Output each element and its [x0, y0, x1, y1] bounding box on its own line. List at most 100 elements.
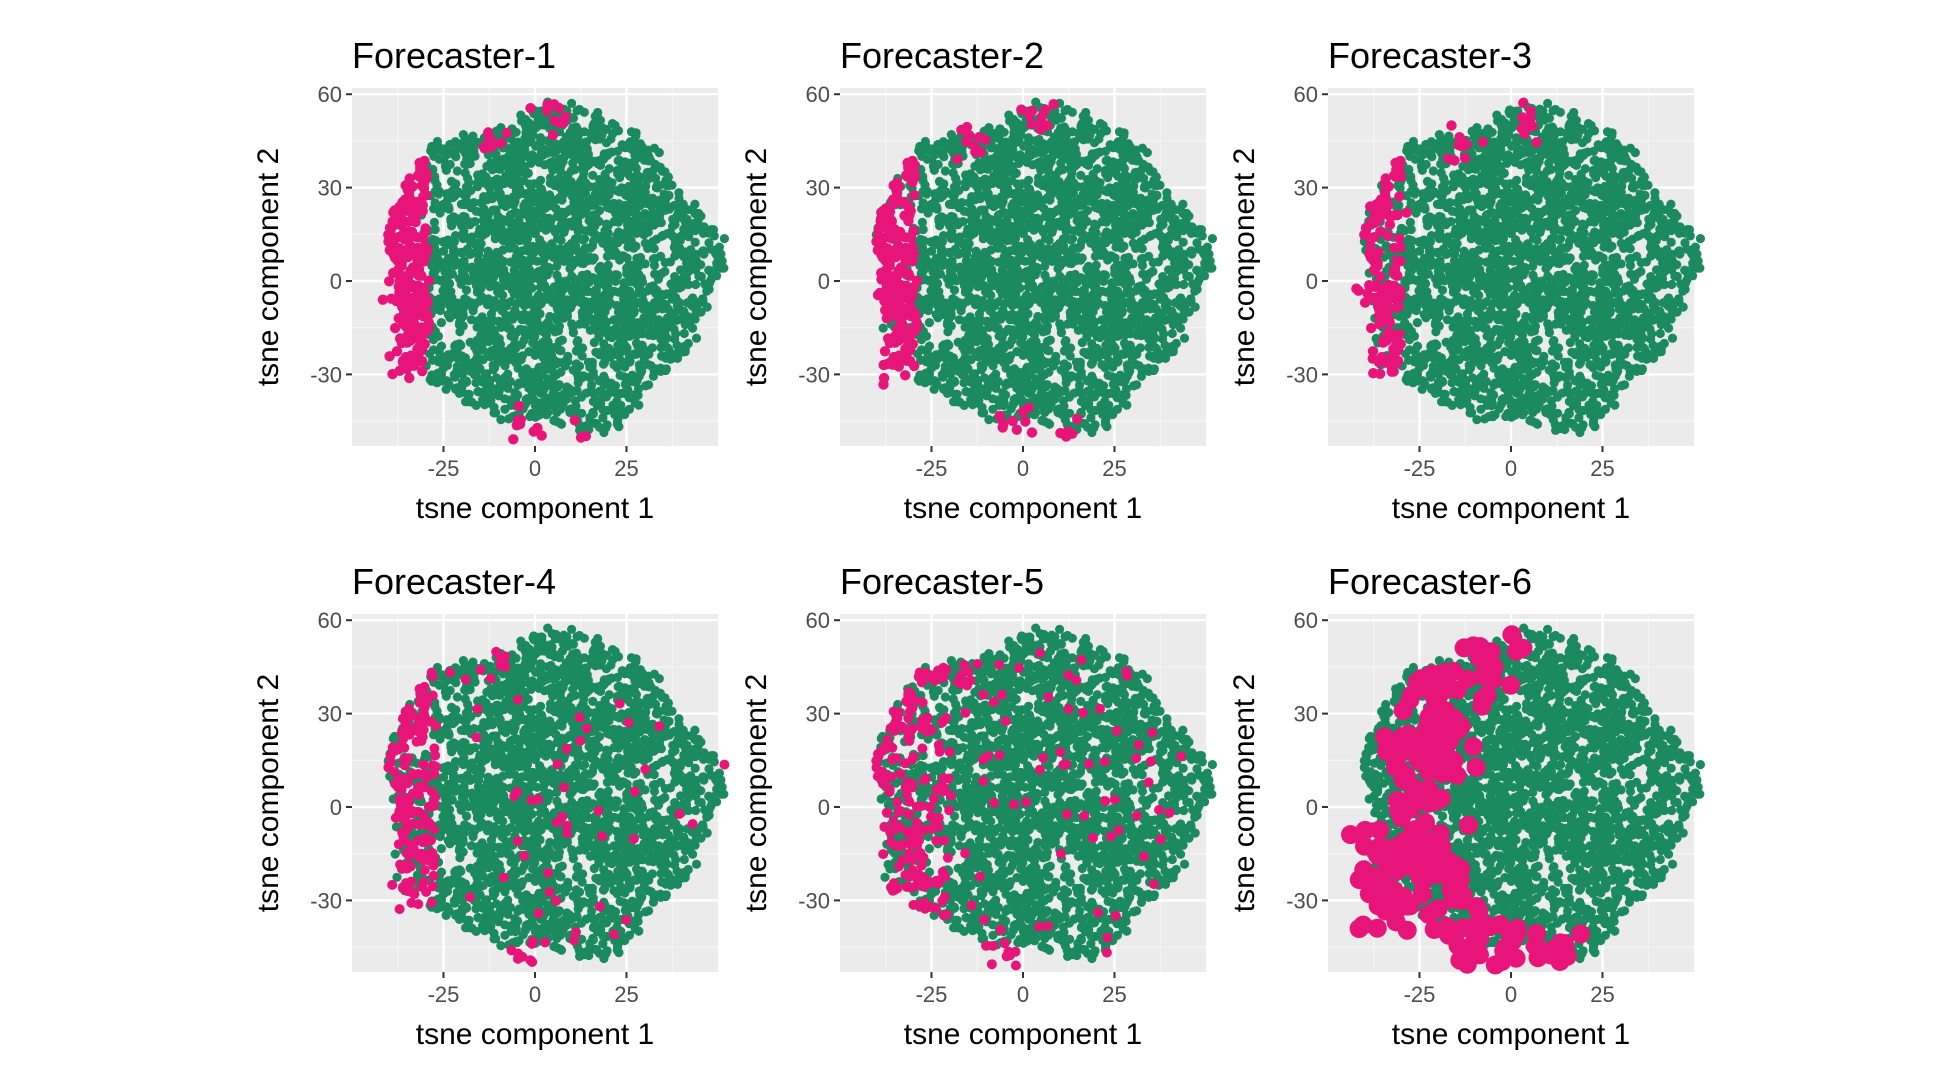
point-main	[539, 160, 550, 170]
point-main	[972, 374, 982, 385]
point-main	[530, 316, 540, 326]
point-main	[601, 406, 611, 416]
point-main	[627, 161, 638, 171]
point-main	[435, 208, 445, 218]
point-main	[683, 338, 693, 349]
point-main	[466, 185, 476, 196]
point-main	[671, 329, 681, 339]
point-main	[672, 353, 683, 363]
point-main	[498, 290, 508, 300]
point-main	[1097, 198, 1107, 208]
point-main	[1005, 340, 1015, 350]
point-main	[1089, 423, 1099, 433]
point-main	[558, 278, 568, 289]
point-highlight	[394, 276, 405, 287]
point-main	[946, 130, 957, 140]
point-main	[663, 191, 673, 201]
point-main	[560, 151, 570, 161]
point-main	[1075, 227, 1085, 237]
point-main	[609, 360, 619, 370]
point-main	[657, 289, 667, 299]
point-main	[666, 279, 676, 289]
point-main	[571, 359, 582, 369]
point-main	[575, 144, 585, 154]
point-main	[598, 320, 609, 330]
point-main	[1162, 297, 1172, 308]
point-main	[649, 298, 660, 308]
point-main	[662, 179, 672, 190]
point-main	[1184, 211, 1194, 221]
point-main	[1130, 175, 1140, 185]
point-main	[1112, 350, 1122, 360]
point-main	[613, 340, 623, 350]
point-main	[445, 140, 455, 150]
point-main	[961, 316, 971, 326]
point-main	[446, 352, 456, 362]
y-axis-title: tsne component 2	[252, 148, 285, 387]
point-main	[1091, 243, 1101, 253]
point-main	[434, 357, 444, 367]
point-main	[1133, 194, 1143, 204]
point-main	[658, 329, 668, 339]
point-main	[434, 154, 444, 164]
point-main	[620, 359, 630, 369]
point-main	[540, 262, 551, 272]
point-main	[461, 397, 471, 407]
point-main	[1121, 384, 1132, 394]
point-main	[566, 303, 576, 313]
point-main	[655, 162, 665, 172]
point-main	[549, 282, 559, 292]
point-highlight	[399, 234, 410, 245]
point-main	[1092, 343, 1102, 353]
point-main	[939, 152, 949, 162]
point-main	[984, 415, 994, 425]
point-highlight	[418, 291, 430, 303]
point-highlight	[394, 243, 405, 254]
point-main	[525, 265, 535, 275]
point-main	[1090, 150, 1101, 160]
point-highlight	[413, 170, 424, 181]
point-main	[993, 210, 1004, 220]
point-main	[570, 275, 580, 285]
point-main	[1179, 333, 1190, 343]
point-main	[924, 318, 935, 328]
point-main	[633, 384, 644, 394]
point-main	[626, 310, 636, 320]
point-main	[581, 272, 591, 282]
point-main	[1162, 193, 1172, 203]
point-main	[644, 329, 654, 339]
point-main	[588, 371, 599, 381]
point-main	[547, 139, 558, 149]
point-main	[443, 266, 453, 276]
point-main	[473, 316, 483, 326]
point-highlight	[413, 282, 424, 294]
point-main	[625, 302, 636, 312]
point-main	[510, 305, 520, 315]
point-main	[939, 257, 949, 267]
point-highlight	[417, 366, 428, 377]
point-main	[954, 238, 964, 248]
point-highlight	[508, 434, 519, 445]
point-main	[956, 306, 966, 316]
point-main	[581, 388, 591, 398]
point-main	[506, 275, 516, 285]
point-main	[604, 190, 614, 200]
point-main	[522, 327, 532, 337]
point-main	[598, 413, 608, 423]
point-main	[589, 236, 599, 246]
point-main	[624, 350, 634, 360]
point-main	[540, 203, 551, 213]
point-main	[463, 173, 473, 183]
point-main	[569, 292, 579, 302]
point-main	[596, 185, 606, 195]
point-main	[940, 166, 951, 176]
point-main	[495, 355, 505, 365]
point-main	[918, 186, 928, 196]
point-main	[1023, 235, 1033, 245]
point-main	[478, 169, 488, 179]
point-main	[1182, 271, 1192, 281]
point-main	[991, 369, 1001, 379]
point-main	[1076, 371, 1087, 381]
point-main	[1026, 144, 1036, 154]
point-main	[609, 217, 619, 227]
